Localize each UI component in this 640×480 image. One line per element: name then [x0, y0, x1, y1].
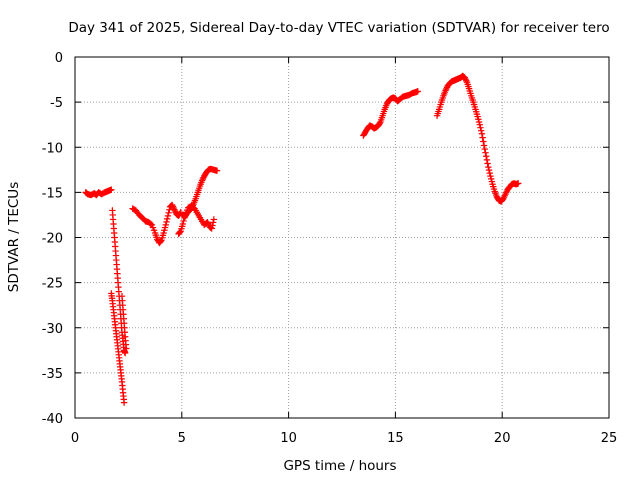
data-point	[198, 177, 206, 184]
data-point	[213, 167, 221, 174]
data-point	[501, 192, 508, 199]
data-point	[199, 175, 207, 183]
grid	[75, 57, 609, 418]
x-tick-label: 15	[387, 431, 404, 446]
data-point	[171, 206, 178, 213]
data-point	[463, 77, 470, 84]
data-point	[163, 218, 170, 226]
data-point	[204, 218, 211, 226]
data-point	[476, 121, 483, 128]
data-point	[157, 237, 164, 245]
data-point	[485, 163, 492, 171]
x-tick-label: 0	[71, 431, 79, 446]
data-point	[482, 149, 489, 156]
data-point	[376, 119, 383, 127]
data-point	[188, 203, 196, 211]
x-tick-label: 25	[601, 431, 618, 446]
y-tick-label: -15	[42, 186, 63, 201]
data-point	[479, 134, 486, 141]
data-point	[477, 127, 485, 134]
data-point	[162, 221, 169, 229]
data-point	[462, 76, 469, 83]
data-point	[209, 219, 217, 226]
data-point	[480, 138, 487, 145]
data-point	[443, 85, 450, 93]
data-point	[209, 222, 216, 229]
data-point	[179, 220, 187, 228]
y-tick-label: -35	[42, 367, 63, 382]
data-point	[188, 205, 195, 212]
data-point	[176, 210, 184, 217]
data-point	[485, 166, 493, 174]
data-point	[208, 225, 215, 232]
data-point	[168, 201, 176, 209]
data-point	[123, 345, 130, 352]
data-point	[502, 189, 510, 196]
chart-title: Day 341 of 2025, Sidereal Day-to-day VTE…	[68, 20, 609, 36]
data-point	[477, 124, 484, 131]
y-tick-label: -10	[42, 141, 63, 156]
data-point	[165, 209, 172, 217]
x-axis-label: GPS time / hours	[283, 458, 396, 474]
y-tick-label: -25	[42, 277, 63, 292]
data-point	[169, 203, 177, 210]
x-tick-label: 5	[178, 431, 186, 446]
data-point	[442, 87, 449, 94]
data-point	[108, 186, 115, 193]
y-tick-label: 0	[55, 51, 63, 66]
data-point	[461, 74, 469, 81]
data-points	[82, 72, 522, 406]
data-point	[180, 217, 187, 225]
data-point	[500, 195, 507, 202]
y-axis-label: SDTVAR / TECUs	[6, 182, 22, 292]
data-point	[176, 228, 184, 236]
data-point	[170, 204, 177, 212]
data-point	[120, 399, 128, 406]
data-point	[210, 216, 218, 223]
y-tick-label: -20	[42, 232, 63, 247]
data-point	[171, 207, 179, 215]
data-point	[147, 220, 155, 228]
y-tick-label: -40	[42, 412, 63, 427]
data-point	[500, 193, 508, 201]
data-point	[204, 220, 212, 227]
data-point	[515, 180, 522, 187]
data-point	[164, 215, 171, 223]
data-point	[502, 190, 509, 198]
data-point	[164, 212, 172, 220]
x-tick-label: 10	[280, 431, 297, 446]
data-point	[121, 349, 129, 357]
data-point	[480, 142, 488, 149]
data-point	[481, 145, 488, 153]
data-point	[486, 169, 493, 177]
x-tick-label: 20	[494, 431, 511, 446]
data-point	[414, 88, 422, 95]
data-point	[482, 153, 490, 160]
data-point	[484, 160, 491, 167]
axis-ticks: 0 5 10 15 20 25 0 -5 -10 -15 -20 -25 -30 -35 -40	[42, 51, 618, 446]
data-point	[189, 202, 197, 209]
y-tick-label: -5	[50, 96, 63, 111]
data-point	[483, 156, 491, 164]
data-point	[478, 130, 486, 137]
y-tick-label: -30	[42, 322, 63, 337]
